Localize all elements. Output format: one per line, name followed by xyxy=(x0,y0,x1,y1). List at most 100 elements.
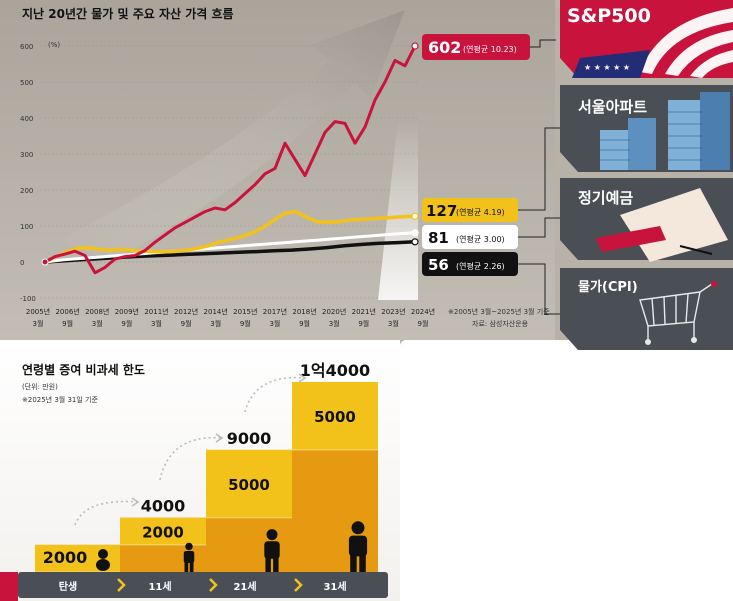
series-end-point xyxy=(411,238,419,246)
apt-value: 127 xyxy=(426,202,457,220)
red-corner xyxy=(0,572,18,601)
y-tick-label: -100 xyxy=(20,295,36,303)
sp500-value: 602 xyxy=(428,38,461,57)
highlight-beam xyxy=(378,120,418,300)
bar-increment xyxy=(206,449,292,518)
apt-label: 서울아파트 xyxy=(578,98,647,116)
connectors xyxy=(518,39,560,315)
x-tick-year: 2023년 xyxy=(381,307,405,316)
x-tick-month: 3월 xyxy=(210,319,221,328)
x-tick-year: 2024년 xyxy=(411,307,435,316)
apt-avg: (연평균 4.19) xyxy=(456,207,505,217)
x-tick-year: 2012년 xyxy=(174,307,198,316)
bar-value-label: 1억4000 xyxy=(300,361,370,380)
x-tick-year: 2011년 xyxy=(144,307,168,316)
deposit-value: 81 xyxy=(428,229,449,247)
bar-title: 연령별 증여 비과세 한도 xyxy=(22,362,145,377)
series-line-0 xyxy=(43,44,417,275)
y-tick-label: 0 xyxy=(20,259,24,267)
dotted-arrow-head xyxy=(131,497,140,507)
bar-increment-label: 5000 xyxy=(228,476,270,494)
bar-increment xyxy=(120,517,206,545)
age-label: 11세 xyxy=(148,580,171,593)
x-tick-year: 2014년 xyxy=(204,307,228,316)
apt-badge: 서울아파트 xyxy=(560,85,733,172)
x-tick-month: 3월 xyxy=(33,319,44,328)
x-tick-month: 3월 xyxy=(151,319,162,328)
age-labels: 탄생 11세 21세 31세 xyxy=(59,578,347,593)
chevron-right-icon xyxy=(294,578,303,592)
baby-icon xyxy=(96,549,110,571)
x-tick-year: 2020년 xyxy=(322,307,346,316)
x-tick-month: 3월 xyxy=(388,319,399,328)
source-note: ※2005년 3월~2025년 3월 기준 xyxy=(448,307,550,316)
x-tick-month: 9월 xyxy=(299,319,310,328)
x-tick-month: 9월 xyxy=(240,319,251,328)
cpi-avg: (연평균 2.26) xyxy=(456,261,505,271)
series-end-point xyxy=(411,42,419,50)
x-tick-year: 2017년 xyxy=(263,307,287,316)
series-line-2 xyxy=(43,231,417,264)
bar-increment-label: 5000 xyxy=(314,408,356,426)
sp500-callout: 602 (연평균 10.23) xyxy=(422,34,530,60)
series-lines xyxy=(41,42,419,275)
series-line-1 xyxy=(43,209,417,264)
y-tick-label: 400 xyxy=(20,115,33,123)
sp500-label: S&P500 xyxy=(567,5,651,27)
cpi-label: 물가(CPI) xyxy=(578,280,638,295)
dotted-arrow-head xyxy=(298,373,307,383)
deposit-avg: (연평균 3.00) xyxy=(456,234,505,244)
dotted-arrow xyxy=(159,436,223,481)
person-icon xyxy=(183,542,195,572)
apt-callout: 127 (연평균 4.19) xyxy=(422,198,518,222)
x-tick-year: 2005년 xyxy=(26,307,50,316)
origin-point xyxy=(41,258,49,266)
sp500-badge: ★ ★ ★ ★ ★ S&P500 xyxy=(560,0,733,78)
bar-increment xyxy=(292,382,378,450)
age-label: 21세 xyxy=(233,580,256,593)
x-tick-month: 3월 xyxy=(329,319,340,328)
bar-value-label: 4000 xyxy=(141,497,186,516)
series-end-point xyxy=(411,212,419,220)
x-tick-month: 9월 xyxy=(62,319,73,328)
growth-arrow xyxy=(60,10,405,262)
bar-value-label: 2000 xyxy=(43,548,88,567)
dotted-arrow-head xyxy=(215,433,224,443)
y-tick-label: 300 xyxy=(20,151,33,159)
chart-title: 지난 20년간 물가 및 주요 자산 가격 흐름 xyxy=(22,6,234,21)
cpi-value: 56 xyxy=(428,256,449,274)
x-tick-year: 2009년 xyxy=(115,307,139,316)
x-tick-month: 9월 xyxy=(418,319,429,328)
x-tick-year: 2008년 xyxy=(85,307,109,316)
dotted-arrow xyxy=(244,376,306,413)
x-tick-month: 9월 xyxy=(358,319,369,328)
deposit-badge: 정기예금 xyxy=(560,178,733,262)
source-label: 자료: 삼성자산운용 xyxy=(472,319,529,328)
y-tick-label: 200 xyxy=(20,187,33,195)
x-tick-year: 2018년 xyxy=(292,307,316,316)
chevron-right-icon xyxy=(117,578,126,592)
y-tick-label: 500 xyxy=(20,79,33,87)
bar-date-note: ※2025년 3월 31일 기준 xyxy=(22,395,98,404)
x-tick-year: 2021년 xyxy=(352,307,376,316)
x-tick-year: 2015년 xyxy=(233,307,257,316)
series-end-point xyxy=(411,229,419,237)
deposit-callout: 81 (연평균 3.00) xyxy=(422,225,518,249)
y-tick-label: 100 xyxy=(20,223,33,231)
y-axis: 600 500 400 300 200 100 0 -100 xyxy=(20,43,420,303)
svg-text:★ ★ ★ ★ ★: ★ ★ ★ ★ ★ xyxy=(584,63,630,72)
age-label: 31세 xyxy=(323,580,346,593)
sp500-avg: (연평균 10.23) xyxy=(463,44,517,54)
dotted-arrow xyxy=(74,500,139,526)
bar-unit-note: (단위: 만원) xyxy=(22,382,58,391)
bar-increment-label: 2000 xyxy=(142,523,184,541)
x-tick-month: 3월 xyxy=(92,319,103,328)
y-tick-label: 600 xyxy=(20,43,33,51)
x-axis: 2005년 3월 2006년 9월 2008년 3월 2009년 9월 2011년 3월 2012년… xyxy=(26,307,435,328)
x-tick-year: 2006년 xyxy=(55,307,79,316)
x-tick-month: 9월 xyxy=(181,319,192,328)
chevron-right-icon xyxy=(209,578,218,592)
bar-value-label: 9000 xyxy=(227,429,272,448)
age-label: 탄생 xyxy=(59,580,77,593)
